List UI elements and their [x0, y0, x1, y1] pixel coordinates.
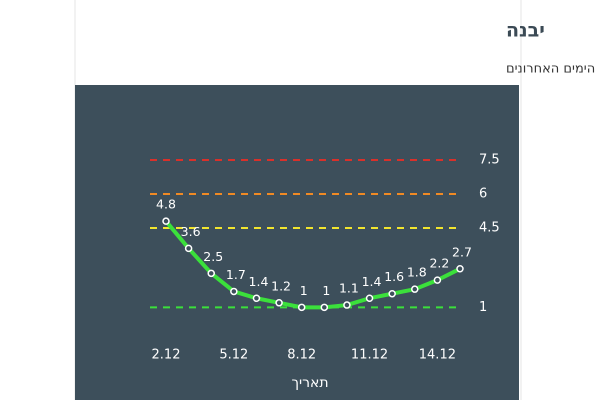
y-tick-label: 7.5 — [479, 152, 500, 167]
data-point — [252, 294, 261, 303]
data-label: 1.2 — [271, 278, 291, 293]
data-label: 2.7 — [452, 244, 472, 259]
data-label: 1.7 — [226, 267, 246, 282]
data-point — [297, 303, 306, 312]
data-label: 4.8 — [156, 197, 176, 212]
data-point — [433, 276, 442, 284]
plot-panel — [75, 85, 519, 400]
x-tick-label: 5.12 — [219, 348, 248, 363]
x-axis-title: תאריך — [291, 375, 328, 391]
data-point — [456, 265, 464, 273]
data-point — [343, 301, 351, 309]
data-point — [207, 269, 215, 278]
x-tick-label: 11.12 — [351, 348, 388, 363]
y-tick-label: 1 — [479, 300, 487, 315]
data-label: 1.1 — [339, 281, 359, 296]
data-point — [275, 299, 283, 307]
data-label: 1 — [322, 283, 330, 298]
data-point — [184, 244, 193, 253]
series-line — [164, 219, 461, 310]
data-point — [162, 217, 170, 225]
data-point — [411, 285, 419, 293]
y-tick-label: 6 — [479, 186, 487, 201]
x-tick-label: 14.12 — [419, 348, 456, 363]
data-label: 2.5 — [203, 249, 223, 264]
data-label: 1 — [300, 283, 308, 298]
data-label: 1.4 — [249, 274, 269, 289]
y-tick-label: 4.5 — [479, 220, 500, 235]
data-label: 1.6 — [384, 269, 404, 284]
chart-title: יבנה — [506, 20, 545, 42]
x-tick-label: 8.12 — [287, 348, 316, 363]
data-point — [230, 287, 238, 296]
data-label: 1.4 — [362, 274, 382, 289]
data-label: 2.2 — [429, 256, 449, 271]
data-label: 1.8 — [407, 265, 427, 280]
data-point — [320, 303, 329, 312]
chart-subtitle: הסטוריית הציון ב-14 הימים האחרונים — [506, 62, 600, 77]
data-point — [365, 294, 374, 303]
x-tick-label: 2.12 — [152, 348, 181, 363]
data-label: 3.6 — [181, 224, 201, 239]
data-point — [388, 289, 396, 298]
